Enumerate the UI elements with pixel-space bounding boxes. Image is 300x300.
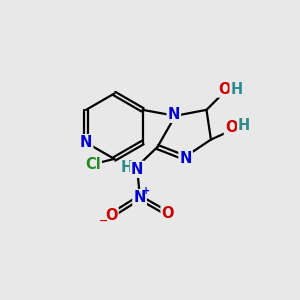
Text: O: O bbox=[162, 206, 174, 221]
Text: N: N bbox=[80, 135, 92, 150]
Text: H: H bbox=[238, 118, 250, 133]
Text: N: N bbox=[134, 190, 146, 205]
Text: N: N bbox=[168, 107, 180, 122]
Text: H: H bbox=[231, 82, 243, 97]
Text: +: + bbox=[142, 186, 150, 196]
Text: O: O bbox=[218, 82, 231, 97]
Text: O: O bbox=[225, 120, 237, 135]
Text: N: N bbox=[179, 152, 192, 166]
Text: O: O bbox=[105, 208, 118, 223]
Text: N: N bbox=[131, 162, 143, 177]
Text: −: − bbox=[98, 216, 108, 226]
Text: Cl: Cl bbox=[85, 157, 101, 172]
Text: H: H bbox=[121, 160, 133, 175]
